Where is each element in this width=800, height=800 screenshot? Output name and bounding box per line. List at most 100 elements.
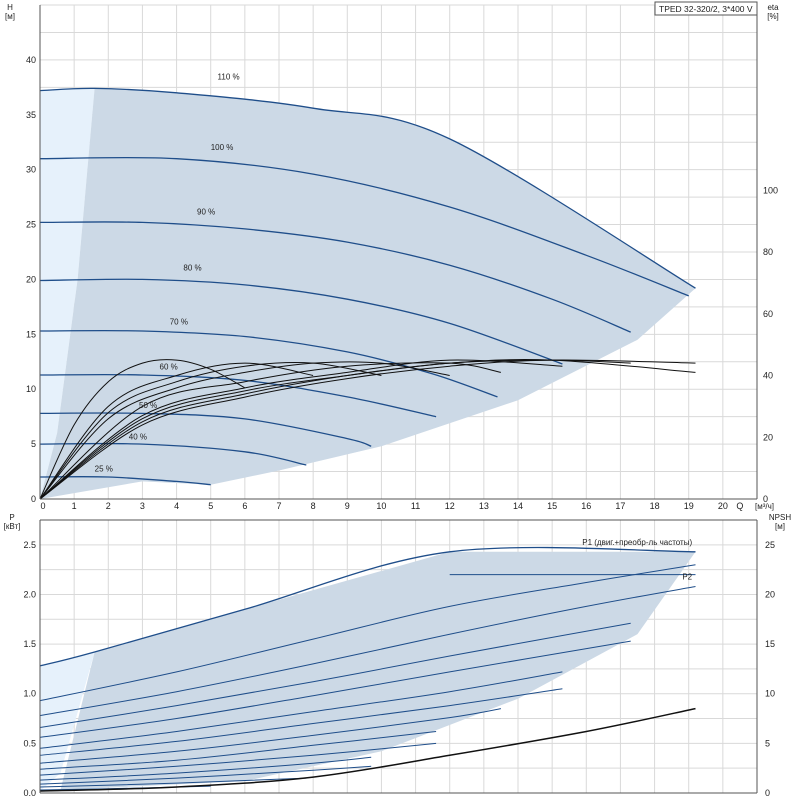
npsh-axis-label: NPSH [769, 513, 791, 522]
speed-label: 90 % [197, 208, 215, 217]
head-tick-label: 0 [31, 494, 36, 504]
operating-region-power [60, 551, 696, 791]
power-curve [39, 622, 631, 728]
power-tick-label: 1.0 [23, 689, 36, 699]
head-tick-label: 15 [26, 329, 36, 339]
eta-tick-label: 60 [763, 309, 773, 319]
speed-label: 25 % [95, 465, 113, 474]
power-curve [39, 731, 437, 770]
head-tick-label: 20 [26, 274, 36, 284]
efficiency-curve [39, 359, 696, 500]
low-flow-region-head [40, 88, 95, 499]
p2-series-label: P2 [682, 573, 692, 582]
p1-envelope-curve [39, 546, 696, 667]
x-tick-label: 9 [345, 501, 350, 511]
title-frame [654, 1, 758, 16]
x-tick-label: 7 [276, 501, 281, 511]
x-tick-label: 14 [513, 501, 523, 511]
operating-region-head [40, 88, 696, 500]
plot-layer [39, 4, 758, 794]
x-tick-label: 5 [208, 501, 213, 511]
efficiency-curve [39, 361, 450, 500]
x-tick-label: 0 [40, 501, 45, 511]
power-curve [39, 688, 563, 756]
eta-tick-label: 80 [763, 247, 773, 257]
speed-label: 40 % [129, 433, 147, 442]
eta-tick-label: 20 [763, 432, 773, 442]
speed-curve [39, 442, 307, 466]
chart-title: TPED 32-320/2, 3*400 V [659, 4, 753, 14]
speed-curve [39, 373, 437, 418]
eta-tick-label: 100 [763, 185, 778, 195]
speed-curve [39, 156, 689, 297]
x-tick-label: 8 [311, 501, 316, 511]
power-axis-label: P [9, 513, 14, 522]
text-layer: 110 % 100 % 90 % 80 % 70 % 60 % 50 % 40 % 25 % 0 1… [4, 3, 792, 798]
x-tick-label: 1 [72, 501, 77, 511]
speed-label: 60 % [160, 362, 178, 371]
head-tick-label: 30 [26, 165, 36, 175]
npsh-tick-label: 0 [765, 788, 770, 798]
x-tick-label: 20 [718, 501, 728, 511]
power-tick-label: 2.5 [23, 540, 36, 550]
eta-axis-unit: [%] [767, 12, 779, 21]
efficiency-curve [39, 362, 314, 500]
npsh-curve [39, 707, 696, 792]
power-tick-label: 2.0 [23, 589, 36, 599]
title-box: TPED 32-320/2, 3*400 V [654, 1, 758, 16]
eta-axis-label: eta [767, 3, 779, 12]
speed-curve [39, 412, 372, 447]
npsh-tick-label: 5 [765, 738, 770, 748]
head-tick-label: 35 [26, 110, 36, 120]
speed-label: 110 % [218, 73, 240, 82]
power-curve [39, 765, 372, 785]
npsh-tick-label: 10 [765, 689, 775, 699]
power-tick-label: 0.0 [23, 788, 36, 798]
power-curve [39, 777, 307, 788]
p1-series-label: P1 (двиг.+преобр-ль частоты) [582, 538, 692, 547]
head-axis-label: H [7, 3, 13, 12]
x-tick-label: 15 [547, 501, 557, 511]
speed-label: 70 % [170, 317, 188, 326]
speed-label: 80 % [183, 264, 201, 273]
head-axis-unit: [м] [5, 12, 15, 21]
speed-label: 100 % [211, 143, 234, 152]
efficiency-curve [39, 359, 246, 500]
power-curve [39, 756, 372, 781]
x-tick-label: 12 [445, 501, 455, 511]
x-tick-label: 11 [411, 501, 420, 511]
power-curve [39, 742, 437, 776]
x-axis-label: Q [736, 501, 743, 511]
efficiency-curve [39, 359, 563, 500]
x-tick-label: 4 [174, 501, 179, 511]
x-tick-label: 13 [479, 501, 489, 511]
npsh-tick-label: 20 [765, 589, 775, 599]
power-curve [39, 671, 563, 749]
head-tick-label: 40 [26, 55, 36, 65]
power-tick-label: 0.5 [23, 738, 36, 748]
npsh-axis-unit: [м] [775, 522, 785, 531]
head-tick-label: 5 [31, 439, 36, 449]
eta-tick-label: 0 [763, 494, 768, 504]
x-tick-label: 16 [581, 501, 591, 511]
speed-curve [39, 221, 631, 333]
x-tick-label: 2 [106, 501, 111, 511]
speed-curve [39, 87, 696, 289]
speed-curve [39, 329, 498, 398]
power-curve [39, 640, 631, 738]
eta-tick-label: 40 [763, 371, 773, 381]
speed-curve [39, 278, 563, 365]
efficiency-curve [39, 362, 382, 500]
power-axis-unit: [кВт] [4, 522, 21, 531]
head-tick-label: 25 [26, 220, 36, 230]
low-flow-region-power [40, 652, 95, 792]
npsh-tick-label: 15 [765, 639, 775, 649]
x-tick-label: 19 [684, 501, 694, 511]
power-curve [39, 708, 501, 764]
x-axis-unit: [м³/ч] [755, 502, 774, 511]
power-curve [39, 586, 696, 717]
x-tick-label: 18 [650, 501, 660, 511]
x-tick-label: 3 [140, 501, 145, 511]
x-tick-label: 10 [376, 501, 386, 511]
